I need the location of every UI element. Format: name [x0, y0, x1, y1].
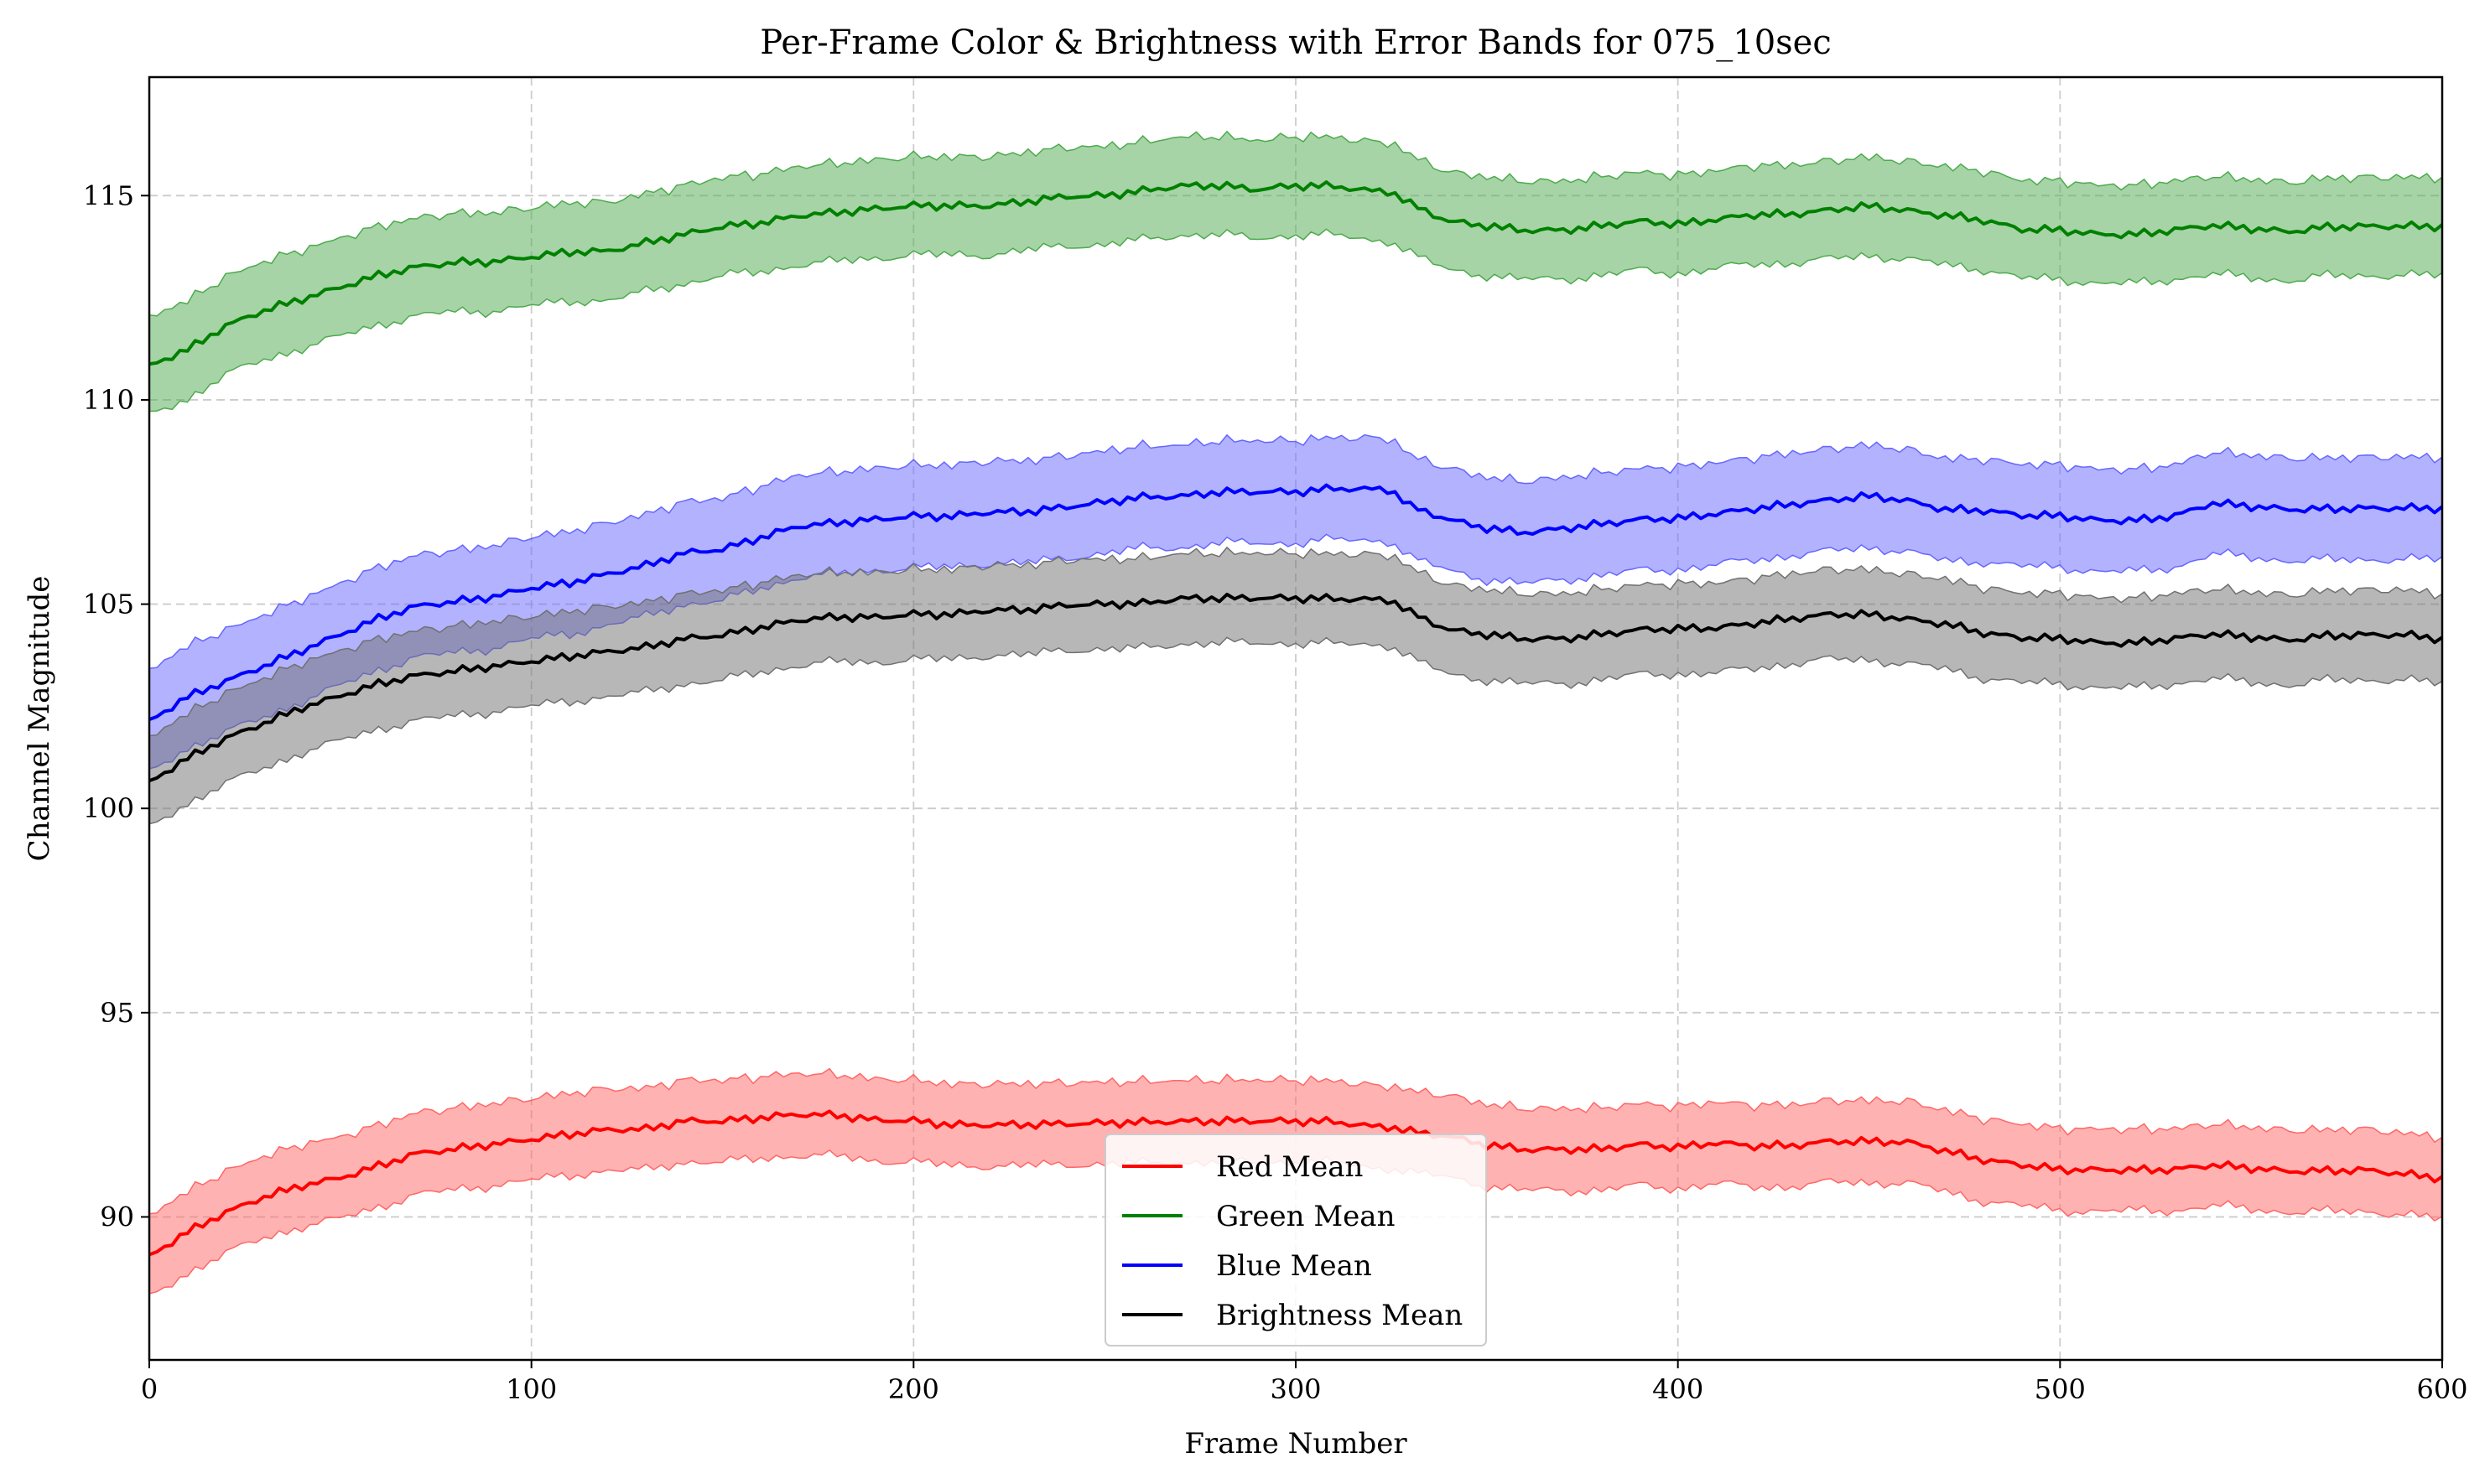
- y-tick-label: 115: [83, 179, 134, 211]
- x-tick-label: 0: [141, 1373, 158, 1405]
- legend-box: [1105, 1134, 1487, 1346]
- y-axis: 90 95 100 105 110 115: [83, 179, 149, 1232]
- legend-label: Blue Mean: [1216, 1249, 1372, 1283]
- series-line-brightness-mean: [148, 592, 2444, 782]
- x-tick-label: 400: [1652, 1373, 1703, 1405]
- legend-label: Brightness Mean: [1216, 1299, 1463, 1332]
- legend-label: Green Mean: [1216, 1200, 1395, 1233]
- x-tick-label: 600: [2416, 1373, 2467, 1405]
- x-tick-label: 200: [888, 1373, 939, 1405]
- x-tick-label: 100: [506, 1373, 557, 1405]
- series-line-green-mean: [148, 180, 2444, 366]
- legend-label: Red Mean: [1216, 1150, 1363, 1184]
- y-tick-label: 110: [83, 384, 134, 416]
- y-tick-label: 105: [83, 589, 134, 620]
- chart-title: Per-Frame Color & Brightness with Error …: [760, 23, 1832, 62]
- x-axis-label: Frame Number: [1184, 1427, 1407, 1461]
- series-line-blue-mean: [148, 483, 2444, 721]
- y-axis-label: Channel Magnitude: [23, 576, 56, 862]
- x-axis: 0 100 200 300 400 500 600: [141, 1360, 2468, 1405]
- series-line-red-mean: [148, 1109, 2444, 1257]
- legend: Red Mean Green Mean Blue Mean Brightness Me…: [1105, 1134, 1487, 1346]
- series-lines: [148, 180, 2444, 1257]
- y-tick-label: 100: [83, 792, 134, 824]
- x-tick-label: 300: [1270, 1373, 1321, 1405]
- x-tick-label: 500: [2035, 1373, 2086, 1405]
- y-tick-label: 90: [100, 1201, 134, 1232]
- y-tick-label: 95: [100, 997, 134, 1029]
